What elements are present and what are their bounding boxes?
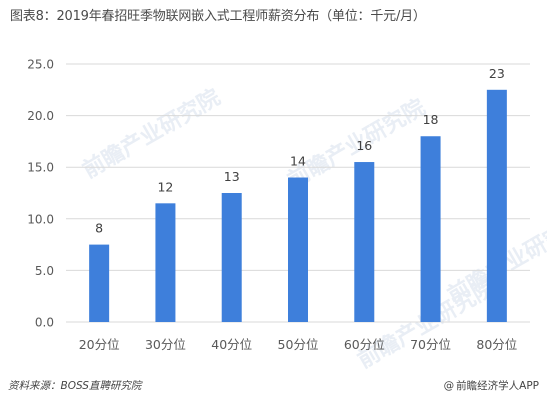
x-tick-label: 80分位 (476, 337, 517, 352)
y-tick-label: 0.0 (35, 316, 54, 330)
x-tick-label: 60分位 (344, 337, 385, 352)
y-tick-label: 15.0 (27, 161, 54, 175)
y-tick-label: 10.0 (27, 212, 54, 226)
brand-text: 前瞻经济学人APP (456, 380, 539, 392)
bar (354, 162, 375, 322)
data-label: 14 (290, 154, 306, 169)
y-tick-label: 25.0 (27, 58, 54, 72)
bar (486, 89, 507, 322)
x-tick-label: 70分位 (410, 337, 451, 352)
brand-label: @ 前瞻经济学人APP (444, 378, 539, 393)
data-label: 13 (224, 169, 240, 184)
x-tick-label: 50分位 (278, 337, 319, 352)
bar (89, 244, 110, 322)
data-label: 8 (95, 221, 103, 236)
bar (221, 193, 242, 322)
at-sign-icon: @ (443, 380, 455, 392)
bar-series (89, 89, 507, 322)
source-note: 资料来源：BOSS直聘研究院 (8, 380, 142, 392)
data-label: 16 (356, 138, 372, 153)
bar (155, 203, 176, 322)
y-axis: 0.0 5.0 10.0 15.0 20.0 25.0 (27, 58, 54, 330)
data-labels: 8 12 13 14 16 18 23 (95, 66, 505, 236)
bar (420, 136, 441, 322)
watermark-layer: 前瞻产业研究院前瞻产业研究院前瞻产业研究院前瞻产业研究院 (78, 84, 547, 374)
data-label: 23 (489, 66, 505, 81)
data-label: 18 (423, 112, 439, 127)
y-tick-label: 5.0 (35, 264, 54, 278)
x-axis: 20分位 30分位 40分位 50分位 60分位 70分位 80分位 (79, 337, 518, 352)
data-label: 12 (157, 179, 173, 194)
watermark-text: 前瞻产业研究院 (78, 84, 224, 184)
x-tick-label: 20分位 (79, 337, 120, 352)
bar (288, 177, 308, 322)
x-tick-label: 40分位 (211, 337, 252, 352)
y-tick-label: 20.0 (27, 109, 54, 123)
chart-title: 图表8：2019年春招旺季物联网嵌入式工程师薪资分布（单位：千元/月） (10, 9, 426, 24)
x-tick-label: 30分位 (145, 337, 186, 352)
